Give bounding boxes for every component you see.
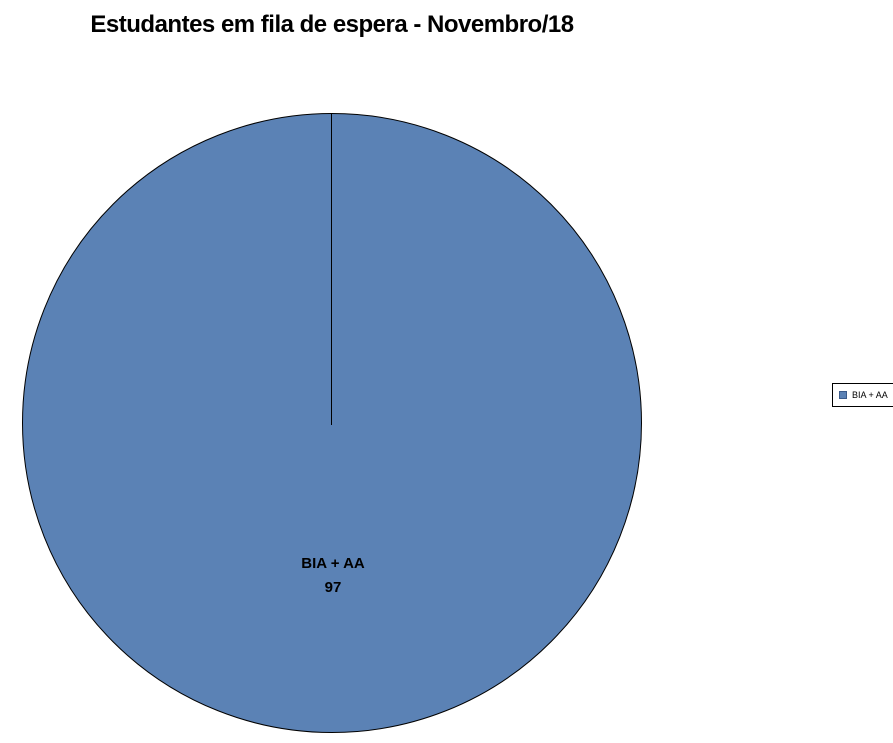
legend-label: BIA + AA [852, 390, 888, 400]
chart-title: Estudantes em fila de espera - Novembro/… [90, 11, 574, 38]
legend-marker-icon [839, 391, 847, 399]
pie-data-label-value: 97 [324, 579, 342, 596]
pie-data-label-category: BIA + AA [301, 555, 365, 572]
pie-slice-divider-line [331, 114, 332, 425]
pie-slice [22, 113, 642, 733]
chart-legend: BIA + AA [832, 383, 893, 407]
pie-data-label: BIA + AA 97 [233, 552, 433, 600]
